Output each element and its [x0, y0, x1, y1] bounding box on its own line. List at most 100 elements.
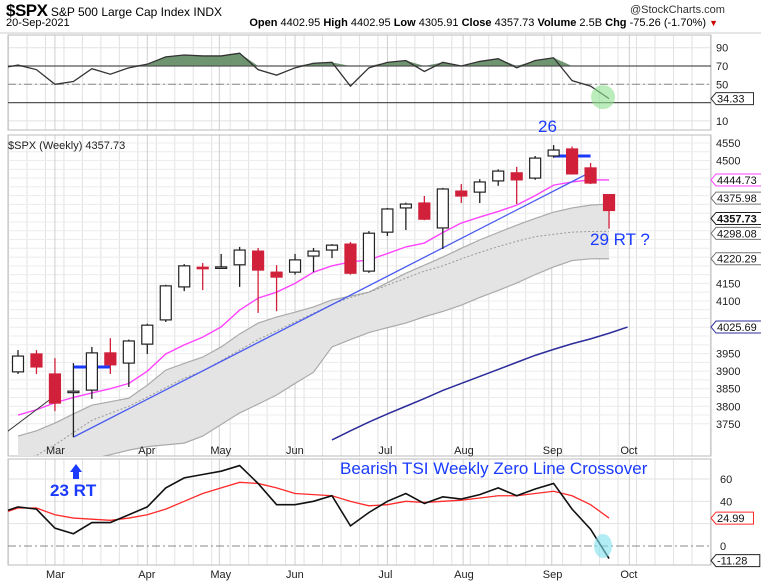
wave-count-23: 23 RT: [50, 481, 97, 500]
tsi-value-tag: -11.28: [710, 554, 761, 568]
candle-body: [270, 271, 283, 278]
tsi-annotation: Bearish TSI Weekly Zero Line Crossover: [340, 459, 648, 478]
price-month-label: Mar: [46, 445, 65, 457]
candle: [602, 194, 616, 229]
candle-body: [510, 172, 523, 181]
close-value: 4357.73: [494, 17, 535, 29]
bb-middle-tag: 4298.08: [710, 226, 761, 240]
close-tag-text: 4357.73: [717, 213, 757, 225]
tsi-tick-label: 60: [720, 474, 732, 486]
rsi-overbought-fill: [8, 53, 610, 66]
candle-body: [436, 188, 449, 229]
candle-body: [159, 285, 172, 321]
candle-body: [307, 250, 320, 257]
candle: [492, 169, 505, 186]
candle: [104, 338, 117, 374]
candle: [233, 246, 246, 287]
bb-lower-tag: 4220.29: [710, 252, 761, 266]
candle: [565, 146, 579, 175]
open-value: 4402.95: [280, 17, 321, 29]
candle-body: [418, 202, 431, 220]
candle: [362, 231, 376, 273]
price-tick-label: 4550: [716, 138, 740, 150]
tsi-month-label: Sep: [543, 569, 563, 581]
candle: [288, 253, 302, 275]
candle-body: [455, 190, 468, 197]
candle-body: [141, 324, 154, 345]
candle: [159, 284, 172, 323]
tsi-signal-tag-box: [710, 511, 754, 525]
bb-upper-tag: 4375.98: [710, 191, 761, 205]
candle-body: [473, 181, 486, 193]
quote-stats: Open 4402.95 High 4402.95 Low 4305.91 Cl…: [249, 17, 718, 29]
candle-body: [529, 157, 542, 179]
candle: [67, 363, 80, 438]
close-tag: 4357.73: [710, 211, 761, 225]
bb-lower-tag-box: [710, 252, 761, 266]
candle-body: [30, 353, 43, 368]
price-tick-label: 3750: [716, 419, 740, 431]
tsi-month-label: Apr: [138, 569, 155, 581]
tsi-tick-label: 40: [720, 496, 732, 508]
bb-lower-tag-text: 4220.29: [717, 254, 757, 266]
credit: @StockCharts.com: [630, 4, 725, 16]
ma-slow-tag-text: 4025.69: [717, 322, 757, 334]
price-tick-label: 3950: [716, 349, 740, 361]
candle: [455, 184, 468, 204]
tsi-value-tag-box: [710, 554, 761, 568]
ma-slow-tag: 4025.69: [710, 320, 761, 334]
tsi-month-label: Mar: [46, 569, 65, 581]
rsi-tick-label: 10: [716, 116, 728, 128]
tsi-month-label: Oct: [620, 569, 637, 581]
slow-moving-average-line: [331, 326, 628, 441]
close-label: Close: [461, 17, 492, 29]
ma-fast-tag-box: [710, 173, 761, 187]
candle: [270, 265, 283, 312]
close-tag-box: [710, 211, 761, 225]
candle: [399, 202, 412, 231]
price-month-label: Apr: [138, 445, 155, 457]
candle: [196, 263, 209, 291]
tsi-line: [7, 464, 610, 560]
candle: [215, 253, 228, 270]
rsi-value-tag-text: 34.33: [717, 94, 745, 106]
ma-slow-tag-box: [710, 320, 761, 334]
chart-title: $SPX S&P 500 Large Cap Index INDX: [6, 1, 222, 21]
ma-fast-tag-text: 4444.73: [717, 175, 757, 187]
price-tick-label: 4100: [716, 296, 740, 308]
tsi-signal-tag-text: 24.99: [717, 513, 745, 525]
candle-body: [178, 265, 191, 288]
bb-upper-tag-box: [710, 191, 761, 205]
price-month-label: Sep: [543, 445, 563, 457]
ma-fast-tag: 4444.73: [710, 173, 761, 187]
rsi-tick-label: 70: [716, 61, 728, 73]
price-tick-label: 3800: [716, 401, 740, 413]
high-label: High: [323, 17, 348, 29]
candle: [30, 350, 43, 374]
candle-body: [122, 340, 135, 364]
tsi-month-label: Aug: [454, 569, 474, 581]
candle: [252, 247, 265, 313]
price-tick-label: 3900: [716, 366, 740, 378]
candle: [325, 244, 339, 259]
candle: [122, 339, 135, 387]
panel-border-1: [7, 134, 712, 457]
candle-body: [252, 250, 265, 271]
candle-body: [602, 194, 616, 212]
wave-count-26: 26: [538, 117, 557, 136]
candle: [11, 350, 25, 374]
exchange: INDX: [193, 5, 223, 19]
candle-body: [11, 355, 25, 373]
candle-body: [215, 266, 228, 270]
tsi-value-tag-text: -11.28: [717, 556, 747, 568]
volume-label: Volume: [537, 17, 577, 29]
bollinger-middle-line: [33, 230, 610, 456]
candle-body: [325, 244, 339, 251]
down-arrow-icon: ▼: [709, 18, 718, 28]
rsi-line: [7, 52, 610, 100]
candle: [381, 207, 394, 237]
chg-label: Chg: [605, 17, 627, 29]
candle-body: [362, 232, 376, 272]
candle: [436, 187, 449, 250]
